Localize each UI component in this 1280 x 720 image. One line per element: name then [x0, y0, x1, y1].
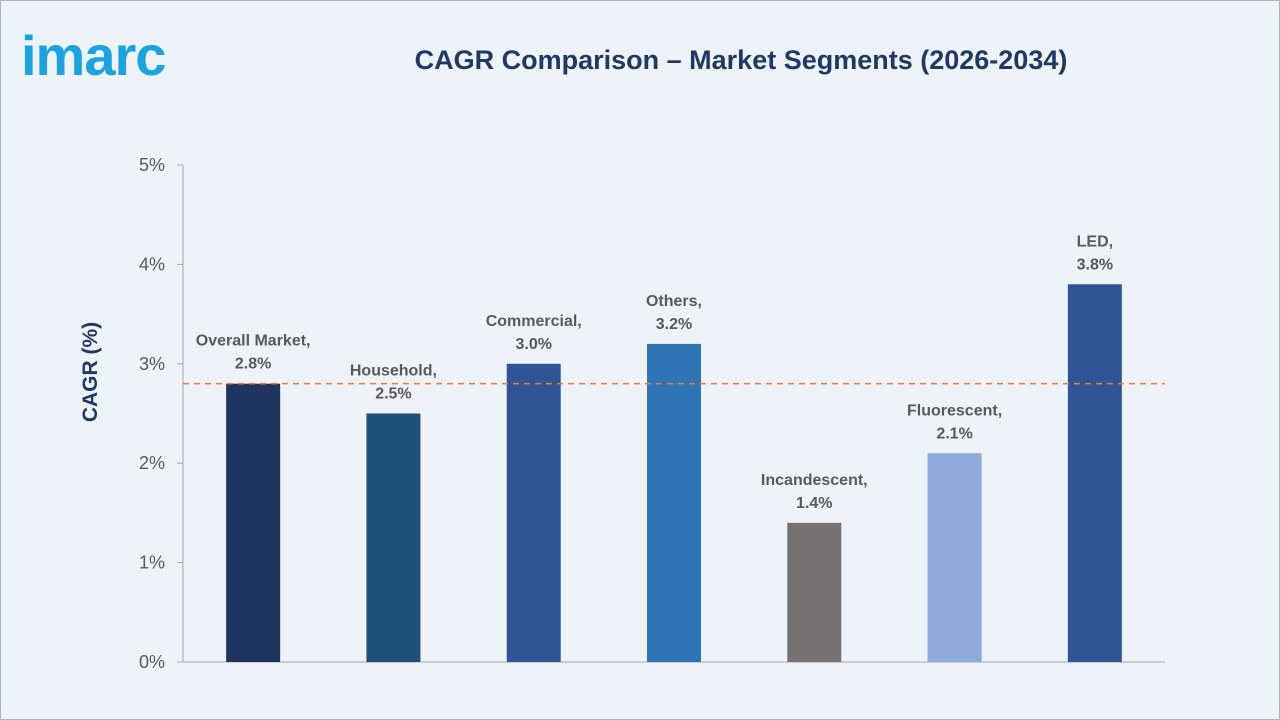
y-tick-label: 5%	[139, 155, 165, 175]
bar-others	[647, 343, 701, 662]
data-label-value: 3.8%	[1077, 256, 1113, 273]
data-label-category: Fluorescent,	[907, 402, 1002, 419]
bar-incandescent	[787, 522, 842, 662]
bar-led	[1067, 284, 1122, 662]
data-label-value: 1.4%	[796, 495, 832, 512]
data-label-category: Others,	[646, 293, 702, 310]
imarc-logo: imarc	[21, 24, 166, 83]
y-axis-label: CAGR (%)	[79, 322, 102, 422]
data-label-value: 3.2%	[656, 316, 692, 333]
data-label-category: Commercial,	[486, 313, 582, 330]
y-tick-label: 4%	[139, 254, 165, 274]
data-label-value: 2.1%	[936, 425, 972, 442]
chart-data-labels: Overall Market, 2.8% Household, 2.5% Commerc…	[183, 233, 1165, 512]
bar-commercial	[506, 363, 561, 662]
bar-fluorescent	[927, 453, 982, 662]
logo-text: imarc	[21, 24, 165, 83]
bar-household	[366, 413, 421, 662]
data-label-category: Household,	[350, 363, 437, 380]
y-tick-label: 0%	[139, 652, 165, 672]
chart-bars	[226, 284, 1122, 662]
y-tick-label: 2%	[139, 453, 165, 473]
data-label-category: Overall Market,	[196, 333, 311, 350]
data-label-category: LED,	[1077, 233, 1113, 250]
data-label-value: 2.8%	[235, 356, 271, 373]
data-label-category: Incandescent,	[761, 472, 868, 489]
data-label-value: 2.5%	[375, 386, 411, 403]
y-tick-label: 3%	[139, 354, 165, 374]
bar-overall-market	[226, 383, 281, 662]
data-label-value: 3.0%	[515, 336, 551, 353]
chart-title: CAGR Comparison – Market Segments (2026-…	[414, 45, 1068, 75]
y-tick-label: 1%	[139, 553, 165, 573]
